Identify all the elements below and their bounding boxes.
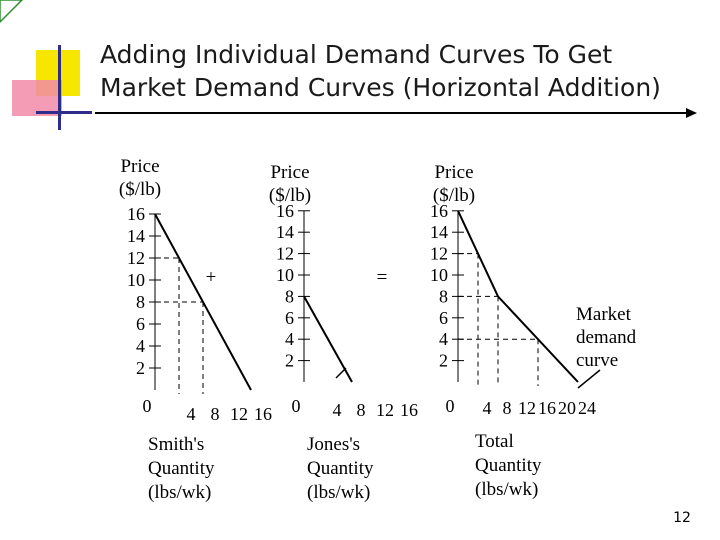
jones-demand-curve [303,295,353,383]
smith-x-tick-label: 8 [211,404,220,424]
smith-demand-curve [154,213,252,391]
market-xlabel-line-2: Quantity [475,455,542,476]
market-y-tick-label: 8 [439,286,448,306]
corner-fold-icon [0,0,24,24]
smith-x-tick-label: 12 [230,404,248,424]
market-x-tick-label: 12 [518,398,536,418]
jones-y-tick-label: 8 [285,286,294,306]
smith-y-tick-label: 8 [136,292,145,312]
jones-xlabel-line-3: (lbs/wk) [307,482,370,503]
smith-y-tick-label: 16 [127,204,145,224]
jones-y-tick-label: 12 [276,244,294,264]
jones-y-tick-label: 16 [276,201,294,221]
smith-ylabel-line-1: Price [120,156,159,177]
market-xlabel-line-1: Total [475,431,514,452]
deco-pink-square [12,80,62,116]
jones-curve-end-mark [335,367,347,379]
slide-title-line-1: Adding Individual Demand Curves To Get [100,40,613,69]
slide-title: Adding Individual Demand Curves To Get M… [100,38,700,104]
smith-y-tick-label: 6 [136,314,145,334]
smith-y-tick-label: 12 [127,248,145,268]
market-x-tick-label: 8 [503,398,512,418]
market-y-tick-label: 10 [430,265,448,285]
smith-y-tick-label: 4 [136,336,145,356]
market-y-tick-label: 14 [430,222,448,242]
smith-y-tick-label: 14 [127,226,145,246]
deco-blue-horizontal-bar [36,111,92,114]
jones-x-tick-label: 12 [376,400,394,420]
smith-ylabel-line-2: ($/lb) [119,179,161,200]
smith-xlabel-line-1: Smith's [148,434,204,455]
jones-x-tick-label: 8 [357,400,366,420]
smith-xlabel-line-2: Quantity [148,458,215,479]
jones-x-tick-label: 16 [400,400,418,420]
jones-xlabel-line-1: Jones's [307,434,360,455]
decorative-logo [0,0,92,130]
plus-sign: + [206,267,217,288]
market-annotation-line-2: demand [576,327,637,348]
jones-y-tick-label: 6 [285,308,294,328]
page-number: 12 [673,510,691,526]
jones-ylabel-line-1: Price [270,162,309,183]
market-ylabel-line-1: Price [434,162,473,183]
market-y-tick-label: 16 [430,201,448,221]
market-xlabel-line-3: (lbs/wk) [475,479,538,500]
market-x-tick-label: 4 [483,398,492,418]
deco-blue-vertical-bar [58,45,61,130]
smith-x-tick-label-zero: 0 [143,396,152,416]
market-ylabel-line-2: ($/lb) [433,185,475,206]
jones-y-tick-label: 10 [276,265,294,285]
market-annotation-line-3: curve [576,350,618,371]
market-x-tick-label: 20 [558,398,576,418]
market-x-tick-label-zero: 0 [446,396,455,416]
market-y-tick-label: 2 [439,351,448,371]
market-x-tick-label: 16 [538,398,556,418]
jones-y-tick-label: 4 [285,329,294,349]
arrow-head-icon [686,108,697,118]
market-y-tick-label: 12 [430,244,448,264]
market-y-tick-label: 6 [439,308,448,328]
smith-x-tick-label: 16 [254,404,272,424]
smith-x-tick-label: 4 [187,404,196,424]
jones-y-tick-label: 2 [285,351,294,371]
smith-y-tick-label: 2 [136,358,145,378]
market-y-tick-label: 4 [439,329,448,349]
jones-x-tick-label: 4 [333,400,342,420]
jones-y-tick-label: 14 [276,222,294,242]
jones-ylabel-line-2: ($/lb) [269,185,311,206]
slide-title-line-2: Market Demand Curves (Horizontal Additio… [100,73,661,102]
equals-sign: = [377,267,388,288]
smith-xlabel-line-3: (lbs/wk) [148,482,211,503]
market-annotation-pointer [577,369,601,389]
title-underline-arrow [95,108,697,118]
jones-x-tick-label-zero: 0 [292,396,301,416]
smith-y-tick-label: 10 [127,270,145,290]
market-x-tick-label: 24 [578,398,596,418]
jones-xlabel-line-2: Quantity [307,458,374,479]
market-demand-curve [457,210,579,383]
market-annotation-line-1: Market [576,304,632,325]
